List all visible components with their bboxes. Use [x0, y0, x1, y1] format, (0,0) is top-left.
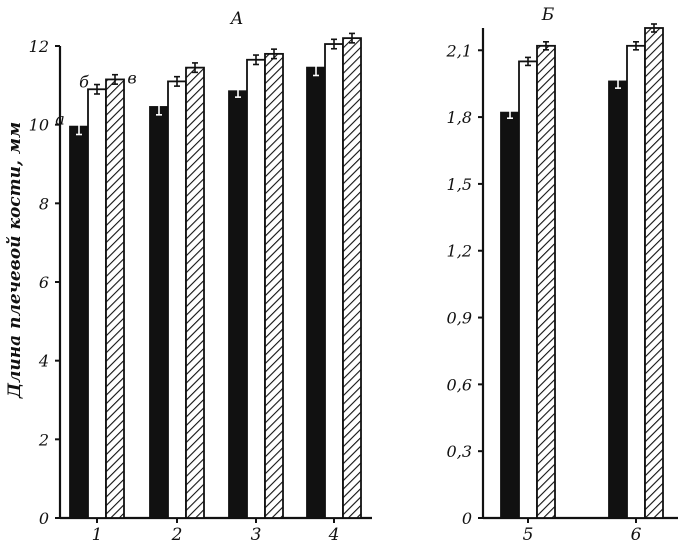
y-tick-label: 0,9 — [447, 309, 472, 328]
bar-a-4 — [306, 66, 326, 519]
bar-c-2 — [185, 66, 205, 519]
bar-c-1 — [105, 78, 125, 519]
x-tick-label: 5 — [523, 525, 534, 544]
x-tick-label: 3 — [251, 525, 262, 544]
bar-c-4 — [342, 37, 362, 519]
y-tick-label: 12 — [29, 37, 49, 56]
bar-c-5 — [536, 44, 556, 519]
y-tick-label: 1,8 — [447, 108, 472, 127]
bar-b-3 — [246, 58, 266, 519]
bar-b-4 — [324, 43, 344, 519]
y-tick-label: 6 — [39, 273, 49, 292]
y-tick-label: 1,2 — [447, 242, 472, 261]
bar-a-2 — [149, 106, 169, 519]
bar-a-3 — [228, 90, 248, 519]
bar-a-1 — [69, 125, 89, 519]
bar-b-6 — [626, 44, 646, 519]
x-tick-label: 6 — [631, 525, 642, 544]
bar-b-5 — [518, 60, 538, 519]
y-tick-label: 8 — [39, 194, 49, 213]
y-axis-label: Длина плечевой кости, мм — [5, 122, 25, 399]
bar-c-3 — [264, 52, 284, 519]
series-mark: а — [55, 110, 65, 129]
bar-a-5 — [500, 111, 520, 519]
x-tick-label: 2 — [171, 525, 183, 544]
bar-c-6 — [644, 27, 664, 519]
bar-b-2 — [167, 80, 187, 519]
bar-a-6 — [608, 80, 628, 519]
panel-title: Б — [541, 5, 555, 25]
y-tick-label: 0 — [39, 509, 49, 528]
bar-b-1 — [87, 88, 107, 519]
x-tick-label: 1 — [92, 525, 103, 544]
y-tick-label: 2 — [38, 430, 49, 449]
y-tick-label: 1,5 — [447, 175, 472, 194]
y-tick-label: 0 — [462, 509, 472, 528]
y-tick-label: 2,1 — [446, 41, 472, 60]
y-tick-label: 4 — [38, 352, 49, 371]
panel-title: А — [230, 9, 244, 29]
chart-panel-b: Б 0 0,3 0,6 0,9 1,2 1,5 1,8 2,1 5 6 — [446, 5, 678, 545]
y-tick-label: 10 — [29, 116, 49, 135]
x-tick-label: 4 — [328, 525, 340, 544]
y-tick-label: 0,6 — [447, 375, 472, 394]
y-tick-label: 0,3 — [447, 442, 472, 461]
series-mark: в — [127, 68, 136, 87]
series-mark: б — [79, 72, 89, 91]
